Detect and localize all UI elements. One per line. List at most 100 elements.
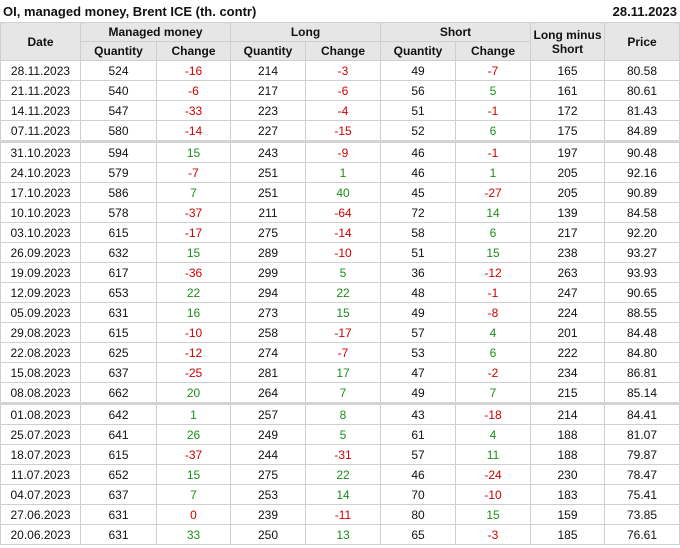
long-quantity-cell: 264: [230, 382, 306, 404]
price-cell: 79.87: [604, 444, 680, 465]
long-quantity-cell: 227: [230, 120, 306, 142]
short-change-cell: 4: [455, 424, 532, 445]
long-change-cell: -64: [304, 202, 382, 223]
col-header-short-quantity: Quantity: [380, 41, 457, 61]
long-minus-short-cell: 161: [530, 80, 606, 101]
short-quantity-cell: 57: [380, 322, 457, 343]
long-quantity-cell: 289: [230, 242, 306, 263]
table-row: 18.07.2023 615 -37 244 -31 57 11 188 79.87: [0, 444, 680, 465]
date-cell: 18.07.2023: [0, 444, 81, 465]
price-cell: 93.27: [604, 242, 680, 263]
long-minus-short-cell: 139: [530, 202, 606, 223]
long-minus-short-cell: 217: [530, 222, 606, 243]
mm-change-cell: -12: [156, 342, 231, 363]
short-quantity-cell: 52: [380, 120, 457, 142]
date-cell: 26.09.2023: [0, 242, 81, 263]
short-quantity-cell: 36: [380, 262, 457, 283]
report-title: OI, managed money, Brent ICE (th. contr): [3, 3, 257, 19]
mm-change-cell: 20: [156, 382, 231, 404]
col-header-mm-change: Change: [156, 41, 231, 61]
mm-quantity-cell: 625: [80, 342, 157, 363]
col-header-long-change: Change: [304, 41, 382, 61]
price-cell: 75.41: [604, 484, 680, 505]
table-row: 29.08.2023 615 -10 258 -17 57 4 201 84.48: [0, 322, 680, 343]
short-quantity-cell: 70: [380, 484, 457, 505]
long-minus-short-cell: 205: [530, 182, 606, 203]
long-quantity-cell: 251: [230, 162, 306, 183]
short-change-cell: 6: [455, 342, 532, 363]
mm-change-cell: 7: [156, 182, 231, 203]
date-cell: 24.10.2023: [0, 162, 81, 183]
long-quantity-cell: 294: [230, 282, 306, 303]
price-cell: 80.61: [604, 80, 680, 101]
table-row: 28.11.2023 524 -16 214 -3 49 -7 165 80.58: [0, 60, 680, 81]
short-change-cell: -12: [455, 262, 532, 283]
col-header-short-change: Change: [455, 41, 532, 61]
short-change-cell: -10: [455, 484, 532, 505]
mm-quantity-cell: 641: [80, 424, 157, 445]
price-cell: 84.80: [604, 342, 680, 363]
long-quantity-cell: 257: [230, 402, 306, 425]
long-quantity-cell: 223: [230, 100, 306, 121]
short-change-cell: -7: [455, 60, 532, 81]
mm-quantity-cell: 578: [80, 202, 157, 223]
short-change-cell: 6: [455, 222, 532, 243]
table-row: 07.11.2023 580 -14 227 -15 52 6 175 84.89: [0, 120, 680, 142]
mm-quantity-cell: 652: [80, 464, 157, 485]
mm-change-cell: -16: [156, 60, 231, 81]
long-quantity-cell: 299: [230, 262, 306, 283]
short-change-cell: -2: [455, 362, 532, 383]
short-change-cell: -24: [455, 464, 532, 485]
mm-change-cell: 16: [156, 302, 231, 323]
short-quantity-cell: 61: [380, 424, 457, 445]
table-row: 12.09.2023 653 22 294 22 48 -1 247 90.65: [0, 282, 680, 303]
col-header-price: Price: [604, 22, 680, 61]
long-minus-short-cell: 215: [530, 382, 606, 404]
short-change-cell: 15: [455, 242, 532, 263]
long-minus-short-cell: 222: [530, 342, 606, 363]
table-row: 01.08.2023 642 1 257 8 43 -18 214 84.41: [0, 402, 680, 425]
long-minus-short-cell: 188: [530, 444, 606, 465]
date-cell: 21.11.2023: [0, 80, 81, 101]
date-cell: 31.10.2023: [0, 140, 81, 163]
date-cell: 20.06.2023: [0, 524, 81, 545]
date-cell: 19.09.2023: [0, 262, 81, 283]
price-cell: 90.89: [604, 182, 680, 203]
table-row: 11.07.2023 652 15 275 22 46 -24 230 78.47: [0, 464, 680, 485]
long-minus-short-cell: 230: [530, 464, 606, 485]
table-row: 27.06.2023 631 0 239 -11 80 15 159 73.85: [0, 504, 680, 525]
long-minus-short-cell: 172: [530, 100, 606, 121]
price-cell: 90.48: [604, 140, 680, 163]
mm-change-cell: 15: [156, 140, 231, 163]
date-cell: 01.08.2023: [0, 402, 81, 425]
short-quantity-cell: 72: [380, 202, 457, 223]
short-change-cell: -1: [455, 140, 532, 163]
mm-change-cell: -17: [156, 222, 231, 243]
long-minus-short-cell: 165: [530, 60, 606, 81]
mm-change-cell: -37: [156, 444, 231, 465]
col-header-short: Short: [380, 22, 532, 42]
short-change-cell: 7: [455, 382, 532, 404]
long-change-cell: -17: [304, 322, 382, 343]
mm-quantity-cell: 547: [80, 100, 157, 121]
mm-quantity-cell: 631: [80, 504, 157, 525]
mm-change-cell: -33: [156, 100, 231, 121]
long-quantity-cell: 214: [230, 60, 306, 81]
short-change-cell: -3: [455, 524, 532, 545]
table-row: 24.10.2023 579 -7 251 1 46 1 205 92.16: [0, 162, 680, 183]
long-quantity-cell: 211: [230, 202, 306, 223]
long-change-cell: 8: [304, 402, 382, 425]
long-minus-short-cell: 201: [530, 322, 606, 343]
table-row: 22.08.2023 625 -12 274 -7 53 6 222 84.80: [0, 342, 680, 363]
date-cell: 27.06.2023: [0, 504, 81, 525]
mm-change-cell: -25: [156, 362, 231, 383]
mm-quantity-cell: 579: [80, 162, 157, 183]
long-minus-short-cell: 238: [530, 242, 606, 263]
long-quantity-cell: 275: [230, 222, 306, 243]
long-minus-short-cell: 224: [530, 302, 606, 323]
short-change-cell: -1: [455, 282, 532, 303]
long-quantity-cell: 243: [230, 140, 306, 163]
mm-quantity-cell: 524: [80, 60, 157, 81]
mm-quantity-cell: 617: [80, 262, 157, 283]
mm-change-cell: 1: [156, 402, 231, 425]
